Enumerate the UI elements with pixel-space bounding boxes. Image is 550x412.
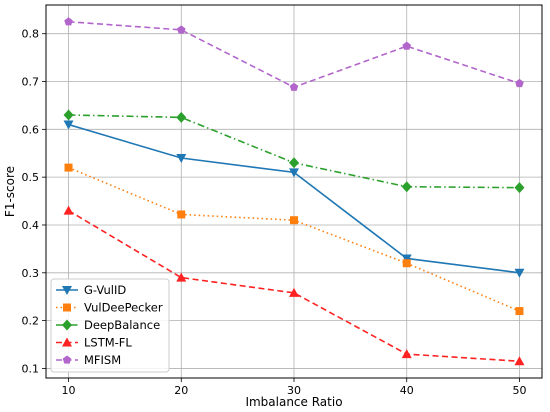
data-point-deepbalance (401, 181, 412, 193)
legend-entry-g-vulid: G-VulID (56, 283, 126, 297)
y-tick-label: 0.2 (22, 315, 40, 328)
data-point-deepbalance (176, 111, 187, 123)
series-layer (63, 17, 525, 366)
data-point-mfism (176, 25, 186, 34)
data-point-g-vulid (514, 268, 525, 278)
series-lstm-fl (63, 205, 525, 366)
y-axis-label: F1-score (3, 166, 17, 217)
data-point-g-vulid (63, 120, 74, 130)
data-point-g-vulid (176, 154, 187, 164)
y-tick-label: 0.4 (22, 219, 40, 232)
series-mfism (64, 17, 524, 91)
data-point-mfism (64, 17, 73, 26)
legend-swatch-marker (63, 303, 71, 312)
legend-entry-mfism: MFISM (56, 353, 121, 367)
y-tick-label: 0.8 (22, 28, 40, 41)
data-point-mfism (515, 78, 524, 88)
data-point-vuldeepecker (402, 259, 411, 268)
data-point-deepbalance (514, 182, 525, 194)
series-deepbalance (63, 109, 525, 194)
data-point-vuldeepecker (64, 163, 73, 172)
series-g-vulid (63, 120, 525, 278)
x-axis: 10 20 30 40 50 (62, 378, 526, 397)
y-tick-label: 0.7 (22, 76, 40, 89)
x-axis-label: Imbalance Ratio (245, 395, 342, 409)
data-point-deepbalance (63, 109, 74, 121)
legend: G-VulID VulDeePecker DeepBalance LSTM-FL MFI… (50, 278, 170, 373)
x-tick-label: 40 (400, 384, 414, 397)
x-tick-label: 50 (512, 384, 526, 397)
y-tick-label: 0.1 (22, 362, 40, 375)
data-point-lstm-fl (176, 272, 187, 282)
legend-label: VulDeePecker (84, 301, 163, 315)
data-point-g-vulid (289, 168, 299, 178)
data-point-vuldeepecker (515, 307, 524, 316)
legend-label: G-VulID (84, 283, 126, 297)
x-tick-label: 20 (174, 384, 188, 397)
legend-label: LSTM-FL (84, 336, 132, 350)
legend-label: DeepBalance (84, 318, 160, 332)
series-vuldeepecker (64, 163, 524, 316)
y-axis: 0.1 0.2 0.3 0.4 0.5 0.6 0.7 0.8 (22, 28, 46, 375)
data-point-g-vulid (401, 254, 412, 264)
data-point-lstm-fl (289, 287, 299, 297)
data-point-lstm-fl (514, 356, 525, 366)
legend-label: MFISM (84, 353, 121, 367)
data-point-lstm-fl (401, 349, 412, 359)
x-tick-label: 10 (62, 384, 76, 397)
legend-swatch-marker (62, 355, 72, 364)
data-point-deepbalance (289, 157, 299, 169)
y-tick-label: 0.6 (22, 123, 40, 136)
legend-swatch-marker (62, 286, 72, 295)
legend-box (50, 278, 170, 373)
data-point-mfism (289, 82, 299, 91)
y-tick-label: 0.5 (22, 171, 40, 184)
legend-swatch-marker (62, 337, 72, 347)
x-tick-label: 30 (287, 384, 301, 397)
legend-entry-vuldeepecker: VulDeePecker (56, 301, 163, 315)
series-line-lstm-fl (68, 209, 520, 363)
legend-entry-deepbalance: DeepBalance (56, 318, 160, 332)
data-point-vuldeepecker (177, 210, 186, 219)
legend-swatch-marker (62, 319, 72, 331)
data-point-lstm-fl (63, 205, 74, 215)
data-point-mfism (402, 41, 412, 50)
legend-entry-lstm-fl: LSTM-FL (56, 336, 132, 350)
y-tick-label: 0.3 (22, 267, 40, 280)
data-point-vuldeepecker (290, 216, 298, 225)
